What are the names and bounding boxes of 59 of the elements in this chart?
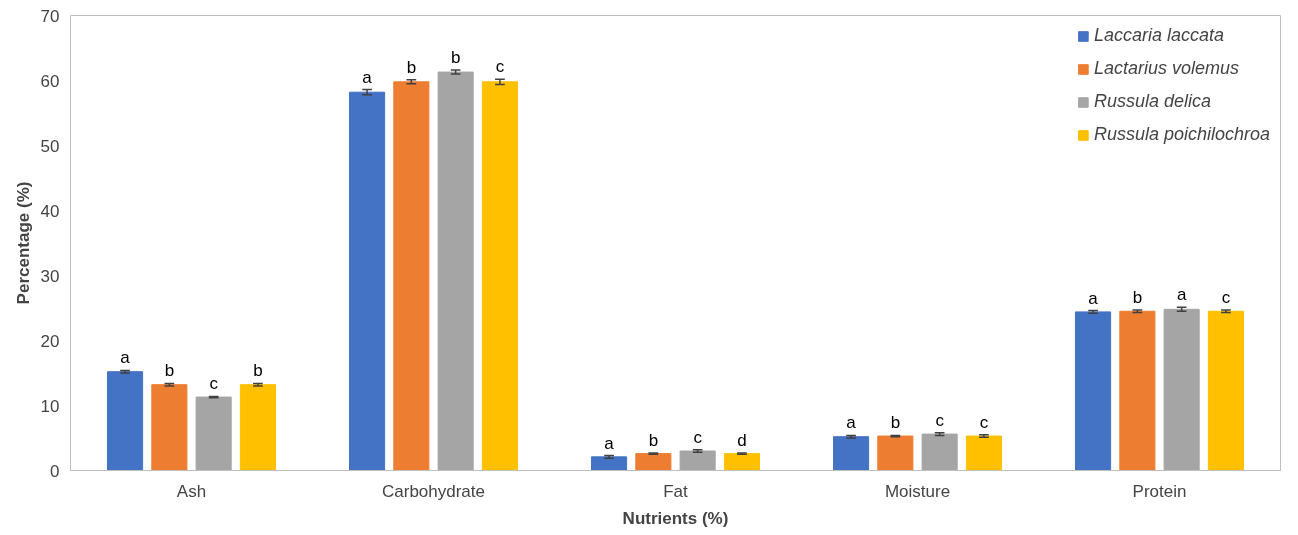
bar (635, 453, 672, 471)
legend-label: Laccaria laccata (1093, 25, 1224, 46)
bar (877, 435, 914, 471)
bar (481, 81, 518, 471)
y-tick-label: 20 (40, 331, 60, 351)
data-label: b (164, 361, 175, 381)
bar (349, 91, 386, 471)
y-tick-label: 0 (50, 461, 60, 481)
y-axis-title: Percentage (%) (13, 181, 33, 305)
data-label: a (604, 433, 615, 453)
bar (107, 371, 144, 471)
data-label: a (1176, 285, 1187, 305)
bar (833, 436, 870, 471)
data-label: c (935, 410, 945, 430)
legend-label: Russula delica (1093, 91, 1211, 112)
data-label: a (846, 413, 857, 433)
data-label: b (450, 48, 461, 68)
bar (1075, 311, 1112, 471)
data-label: b (890, 413, 901, 433)
y-tick-label: 70 (40, 6, 60, 26)
bar (1207, 310, 1244, 471)
x-tick-label: Carbohydrate (382, 481, 486, 501)
data-label: c (209, 374, 219, 394)
y-tick-label: 30 (40, 266, 60, 286)
x-tick-label: Moisture (884, 481, 951, 501)
data-label: c (979, 412, 989, 432)
bar (393, 81, 430, 471)
bar (921, 433, 958, 471)
data-label: a (362, 67, 373, 87)
bar (195, 396, 232, 471)
data-label: a (1088, 288, 1099, 308)
data-label: d (737, 430, 747, 450)
bar (591, 456, 628, 471)
x-tick-label: Fat (663, 481, 689, 501)
x-tick-label: Protein (1132, 481, 1187, 501)
bar (1119, 310, 1156, 471)
bar (1163, 308, 1200, 471)
y-tick-label: 40 (40, 201, 60, 221)
y-tick-label: 60 (40, 71, 60, 91)
data-label: b (253, 361, 263, 381)
data-label: c (495, 57, 505, 77)
bar (965, 435, 1002, 471)
data-label: a (120, 348, 131, 368)
x-axis-title: Nutrients (%) (622, 508, 729, 528)
bar (437, 71, 474, 471)
x-tick-label: Ash (176, 481, 207, 501)
bar (723, 453, 760, 471)
legend-label: Russula poichilochroa (1093, 124, 1270, 145)
data-label: b (648, 430, 659, 450)
legend-label: Lactarius volemus (1093, 58, 1239, 79)
y-tick-label: 10 (40, 396, 60, 416)
bar (679, 450, 716, 471)
data-label: b (1132, 287, 1143, 307)
data-label: c (1221, 287, 1231, 307)
data-label: c (693, 427, 703, 447)
y-tick-label: 50 (40, 136, 60, 156)
data-label: b (406, 57, 417, 77)
bar (239, 384, 276, 471)
bar (151, 384, 188, 471)
